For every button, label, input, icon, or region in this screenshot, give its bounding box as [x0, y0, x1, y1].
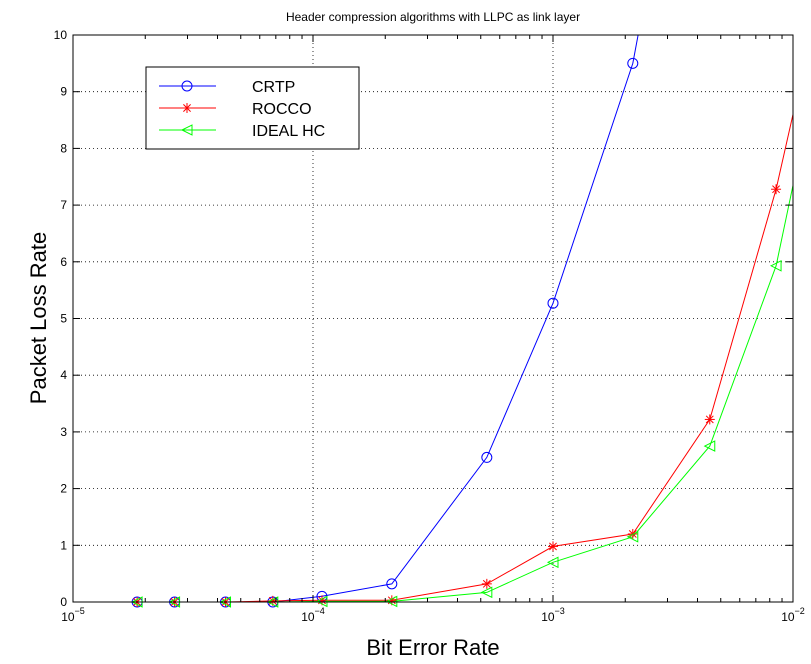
x-axis-label: Bit Error Rate: [366, 635, 499, 660]
legend-label-ideal-hc: IDEAL HC: [252, 123, 325, 140]
x-tick-labels: 10−5 10−4 10−3 10−2: [61, 606, 805, 624]
x-tick-base: 10: [781, 610, 795, 624]
data-point-ideal-hc: [315, 595, 328, 608]
x-tick-label: 10−3: [541, 606, 565, 624]
y-tick-label: 5: [60, 312, 67, 326]
x-tick-base: 10: [61, 610, 75, 624]
data-point-crtp: [627, 57, 639, 69]
x-tick-label: 10−2: [781, 606, 805, 624]
legend-label-rocco: ROCCO: [252, 101, 312, 118]
y-tick-label: 6: [60, 255, 67, 269]
y-tick-label: 2: [60, 482, 67, 496]
y-axis-label: Packet Loss Rate: [26, 232, 51, 404]
data-point-crtp: [386, 578, 398, 590]
y-tick-label: 10: [54, 28, 68, 42]
y-tick-label: 0: [60, 595, 67, 609]
y-tick-label: 7: [60, 198, 67, 212]
data-point-rocco: [481, 578, 492, 589]
data-point-ideal-hc: [626, 530, 639, 543]
legend-marker-crtp: [181, 80, 193, 92]
series-lines: [137, 35, 793, 602]
x-tick-exponent: −3: [555, 606, 565, 616]
series-line-rocco: [137, 114, 793, 602]
data-point-rocco: [548, 541, 558, 552]
x-tick-exponent: −2: [795, 606, 805, 616]
data-point-crtp: [481, 451, 493, 463]
data-point-rocco: [704, 414, 715, 425]
grid: [73, 35, 793, 602]
legend-entries: CRTP ROCCO IDEAL HC: [159, 79, 325, 140]
x-tick-exponent: −5: [75, 606, 85, 616]
legend-marker-ideal-hc: [180, 124, 193, 136]
y-tick-label: 1: [60, 538, 67, 552]
y-tick-labels: 0 1 2 3 4 5 6 7 8 9 10: [54, 28, 68, 609]
y-tick-label: 4: [60, 368, 67, 382]
y-tick-label: 8: [60, 141, 67, 155]
series-line-ideal-hc: [137, 185, 793, 602]
series-line-crtp: [137, 35, 639, 602]
data-point-ideal-hc: [703, 440, 716, 452]
x-tick-base: 10: [301, 610, 315, 624]
chart-title: Header compression algorithms with LLPC …: [286, 10, 580, 24]
y-tick-label: 9: [60, 85, 67, 99]
legend: CRTP ROCCO IDEAL HC: [145, 66, 360, 150]
data-point-rocco: [771, 184, 782, 195]
x-tick-label: 10−4: [301, 606, 325, 624]
data-point-ideal-hc: [546, 556, 559, 569]
data-point-ideal-hc: [480, 586, 493, 599]
x-tick-exponent: −4: [315, 606, 325, 616]
data-point-crtp: [547, 297, 559, 309]
data-point-ideal-hc: [769, 259, 782, 272]
legend-marker-rocco: [182, 103, 192, 113]
data-point-ideal-hc: [385, 595, 398, 608]
x-tick-label: 10−5: [61, 606, 85, 624]
legend-label-crtp: CRTP: [252, 79, 295, 96]
x-tick-base: 10: [541, 610, 555, 624]
y-tick-label: 3: [60, 425, 67, 439]
axis-ticks: [72, 34, 794, 603]
